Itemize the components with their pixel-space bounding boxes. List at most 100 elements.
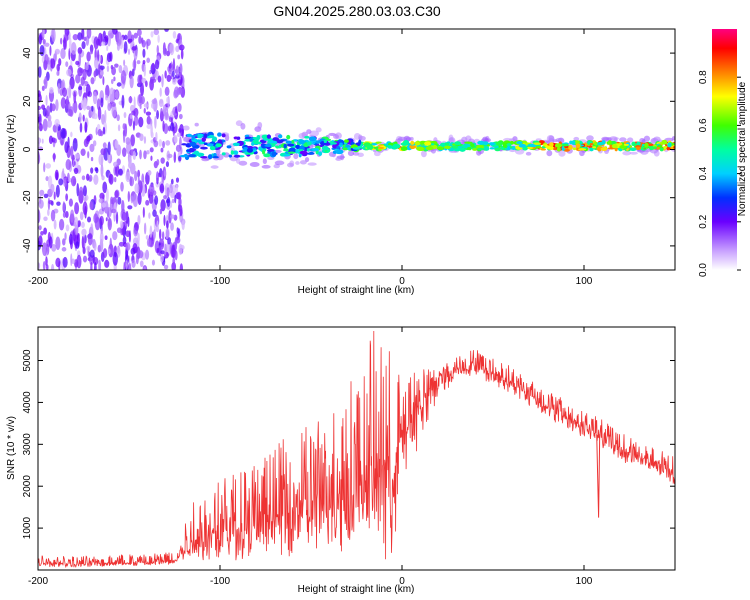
spectrogram-noise-cell xyxy=(131,68,135,77)
spectrogram-band-cell xyxy=(285,140,292,144)
spectrogram-noise-cell xyxy=(163,195,168,200)
spectrogram-halo-cell xyxy=(357,152,364,158)
spectrogram-noise-cell xyxy=(85,83,91,97)
spectrogram-band-cell xyxy=(486,144,490,147)
spectrogram-noise-cell xyxy=(69,76,75,90)
spectrogram-noise-cell xyxy=(172,78,177,85)
spectrogram-halo-cell xyxy=(335,157,342,161)
spectrogram-noise-cell xyxy=(171,70,175,78)
spectrogram-band-cell xyxy=(414,141,421,146)
spectrogram-noise-cell xyxy=(157,75,162,83)
spectrogram-band-cell xyxy=(188,154,197,158)
spectrogram-noise-cell xyxy=(130,195,134,204)
spectrogram-halo-cell xyxy=(448,137,454,144)
spectrogram-noise-cell xyxy=(172,58,176,72)
spectrogram-band-cell xyxy=(266,149,275,152)
spectrogram-noise-cell xyxy=(151,99,157,105)
spectrogram-noise-cell xyxy=(137,176,140,186)
spectrogram-band-cell xyxy=(269,140,278,144)
spectrogram-noise-cell xyxy=(123,34,128,40)
spectrogram-band-cell xyxy=(594,141,598,146)
spectrogram-band-cell xyxy=(549,142,554,147)
spectrogram-noise-cell xyxy=(78,186,84,200)
spectrogram-noise-cell xyxy=(109,87,115,102)
spectrogram-noise-cell xyxy=(137,192,142,205)
spectrogram-noise-cell xyxy=(176,132,181,138)
spectrogram-halo-cell xyxy=(293,153,299,160)
spectrogram-band-cell xyxy=(410,140,415,145)
spectrogram-noise-cell xyxy=(104,235,108,241)
spectrogram-noise-cell xyxy=(137,74,142,85)
spectrogram-noise-cell xyxy=(151,78,157,83)
spectrogram-noise-cell xyxy=(123,111,127,119)
spectrogram-halo-cell xyxy=(347,150,355,157)
spectrogram-noise-cell xyxy=(68,233,73,245)
spectrogram-noise-cell xyxy=(151,259,156,266)
spectrogram-noise-cell xyxy=(42,29,45,38)
spectrogram-band-cell xyxy=(661,139,668,145)
spectrogram-noise-cell xyxy=(160,254,164,263)
spectrogram-noise-cell xyxy=(85,63,89,71)
spectrogram-noise-cell xyxy=(57,82,61,94)
spectrogram-noise-cell xyxy=(165,140,171,146)
spectrogram-noise-cell xyxy=(48,200,54,205)
colorbar-tick-label: 0.8 xyxy=(698,70,709,84)
spectrogram-noise-cell xyxy=(49,45,52,56)
spectrogram-noise-cell xyxy=(92,257,99,266)
spectrogram-band-cell xyxy=(554,143,563,148)
spectrogram-noise-cell xyxy=(146,41,149,50)
spectrogram-noise-cell xyxy=(82,68,87,81)
spectrogram-y-ticks: -40 -20 0 20 40 xyxy=(22,47,675,253)
spectrogram-noise-cell xyxy=(99,230,104,245)
spectrogram-noise-cell xyxy=(158,228,162,240)
spectrogram-noise-cell xyxy=(143,222,147,235)
spectrogram-band-cell xyxy=(230,150,234,155)
spectrogram-noise-cell xyxy=(125,171,131,183)
spectrogram-band-cell xyxy=(251,142,255,146)
spectrogram-noise-cell xyxy=(156,109,159,120)
spectrogram-noise-cell xyxy=(99,65,105,70)
spectrogram-band-cell xyxy=(518,143,527,148)
spectrogram-noise-cell xyxy=(105,188,109,203)
spectrogram-noise-cell xyxy=(158,139,163,147)
spectrogram-noise-cell xyxy=(170,178,174,185)
spectrogram-noise-cell xyxy=(145,80,148,88)
spectrogram-noise-cell xyxy=(143,266,146,270)
spectrogram-band-cell xyxy=(323,139,327,144)
spectrogram-noise-cell xyxy=(86,105,91,111)
spectrogram-band-cell xyxy=(589,147,594,152)
spectrogram-noise-cell xyxy=(78,83,83,97)
spectrogram-band-cell xyxy=(575,143,581,149)
spectrogram-halo-cell xyxy=(397,136,408,142)
spectrogram-band-cell xyxy=(275,145,279,149)
spectrogram-noise-cell xyxy=(111,208,117,214)
spectrogram-band-cell xyxy=(246,151,255,155)
spectrogram-noise-cell xyxy=(125,260,128,270)
spectrogram-noise-cell xyxy=(54,169,59,181)
spectrogram-noise-cell xyxy=(102,126,106,135)
spectrogram-noise-cell xyxy=(112,29,118,35)
spectrogram-noise-cell xyxy=(138,35,142,44)
spectrogram-noise-cell xyxy=(87,232,93,246)
spectrogram-noise-cell xyxy=(65,95,69,110)
spectrogram-noise-cell xyxy=(116,43,120,51)
spectrogram-band-cell xyxy=(335,149,344,155)
colorbar-tick-label: 0.4 xyxy=(698,166,709,180)
spectrogram-noise-cell xyxy=(123,59,126,67)
spectrogram-noise-cell xyxy=(92,113,98,120)
spectrogram-noise-cell xyxy=(62,87,67,98)
spectrogram-band-cell xyxy=(209,146,216,151)
spectrogram-noise-cell xyxy=(41,242,48,257)
spectrogram-band-cell xyxy=(609,144,613,148)
spectrogram-noise-cell xyxy=(179,263,183,270)
spectrogram-noise-cell xyxy=(56,63,60,72)
spectrogram-noise-cell xyxy=(131,259,136,269)
spectrogram-noise-cell xyxy=(42,38,46,45)
spectrogram-noise-cell xyxy=(145,199,150,206)
spectrogram-noise-cell xyxy=(166,74,172,83)
spectrogram-noise-cell xyxy=(100,163,104,178)
spectrogram-noise-cell xyxy=(66,68,72,77)
spectrogram-noise-cell xyxy=(133,32,138,39)
spectrogram-noise-cell xyxy=(91,105,94,112)
spectrogram-band-cell xyxy=(217,139,223,145)
